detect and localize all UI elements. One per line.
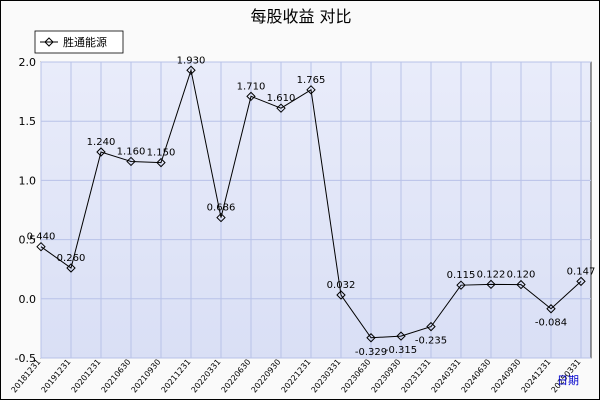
- data-label: -0.329: [355, 347, 387, 358]
- data-label: 0.147: [567, 266, 596, 277]
- data-point: [276, 103, 286, 113]
- data-point: [366, 333, 376, 343]
- data-point: [126, 156, 136, 167]
- x-tick-label: 20220930: [249, 358, 282, 395]
- data-point: [246, 91, 256, 102]
- data-label: 1.160: [117, 146, 146, 157]
- x-tick-label: 20240630: [459, 358, 492, 395]
- legend: 胜通能源: [34, 30, 124, 54]
- series-path: [40, 68, 582, 339]
- data-label: 0.120: [507, 270, 536, 281]
- data-point: [516, 279, 526, 290]
- data-point: [216, 212, 226, 223]
- data-label: 1.610: [267, 93, 296, 104]
- series-line: [40, 68, 582, 339]
- data-label: -0.315: [385, 345, 417, 356]
- data-label: 0.115: [447, 270, 476, 281]
- data-point: [486, 279, 496, 290]
- y-tick-label: 1.0: [19, 174, 37, 187]
- data-point: [306, 85, 316, 95]
- data-label: 1.930: [177, 55, 206, 66]
- data-label: 0.686: [207, 203, 236, 214]
- x-tick-label: 20230930: [369, 358, 402, 395]
- data-label: -0.235: [415, 336, 447, 347]
- x-tick-label: 20220630: [219, 358, 252, 395]
- x-tick-label: 20240331: [429, 358, 462, 395]
- data-point: [96, 147, 106, 157]
- series-markers: [36, 65, 586, 343]
- grid: [40, 61, 591, 359]
- data-point: [36, 241, 46, 252]
- data-label: -0.084: [535, 318, 567, 329]
- x-tick-label: 20230331: [309, 358, 342, 395]
- data-label: 1.150: [147, 148, 176, 159]
- legend-box: [34, 30, 124, 54]
- data-point: [546, 304, 556, 314]
- chart-title: 每股收益 对比: [250, 7, 351, 26]
- data-label: 0.440: [27, 232, 56, 243]
- x-tick-label: 20220331: [189, 358, 222, 395]
- y-tick-label: 0.5: [19, 234, 37, 247]
- data-point: [576, 276, 586, 287]
- y-tick-label: -0.5: [15, 352, 36, 365]
- data-label: 0.032: [327, 280, 356, 291]
- x-tick-label: 20241231: [519, 358, 552, 395]
- data-label: 1.765: [297, 75, 326, 86]
- x-tick-label: 20210930: [129, 358, 162, 395]
- x-tick-label: 20231231: [399, 358, 432, 395]
- data-point: [156, 157, 166, 168]
- data-point: [186, 65, 196, 75]
- x-tick-label: 20201231: [69, 358, 102, 395]
- x-tick-label: 20191231: [39, 358, 72, 395]
- legend-label: 胜通能源: [63, 35, 107, 49]
- data-label: 1.710: [237, 81, 266, 92]
- data-point: [396, 331, 406, 341]
- y-tick-label: 0.0: [19, 293, 37, 306]
- y-tick-label: 1.5: [19, 115, 37, 128]
- data-point: [426, 321, 436, 332]
- x-tick-label: 20221231: [279, 358, 312, 395]
- plot-area: [40, 61, 592, 359]
- data-label: 1.240: [87, 137, 116, 148]
- x-tick-label: 20210630: [99, 358, 132, 395]
- data-point: [336, 290, 346, 300]
- x-tick-label: 20230630: [339, 358, 372, 395]
- x-tick-label: 20211231: [159, 358, 192, 395]
- data-point: [456, 280, 466, 290]
- legend-marker: [44, 37, 54, 47]
- data-label: 0.260: [57, 253, 86, 264]
- data-point: [66, 263, 76, 273]
- y-tick-label: 2.0: [19, 56, 37, 69]
- x-tick-label: 20240930: [489, 358, 522, 395]
- data-label: 0.122: [477, 269, 506, 280]
- x-axis-label: 日期: [557, 374, 579, 387]
